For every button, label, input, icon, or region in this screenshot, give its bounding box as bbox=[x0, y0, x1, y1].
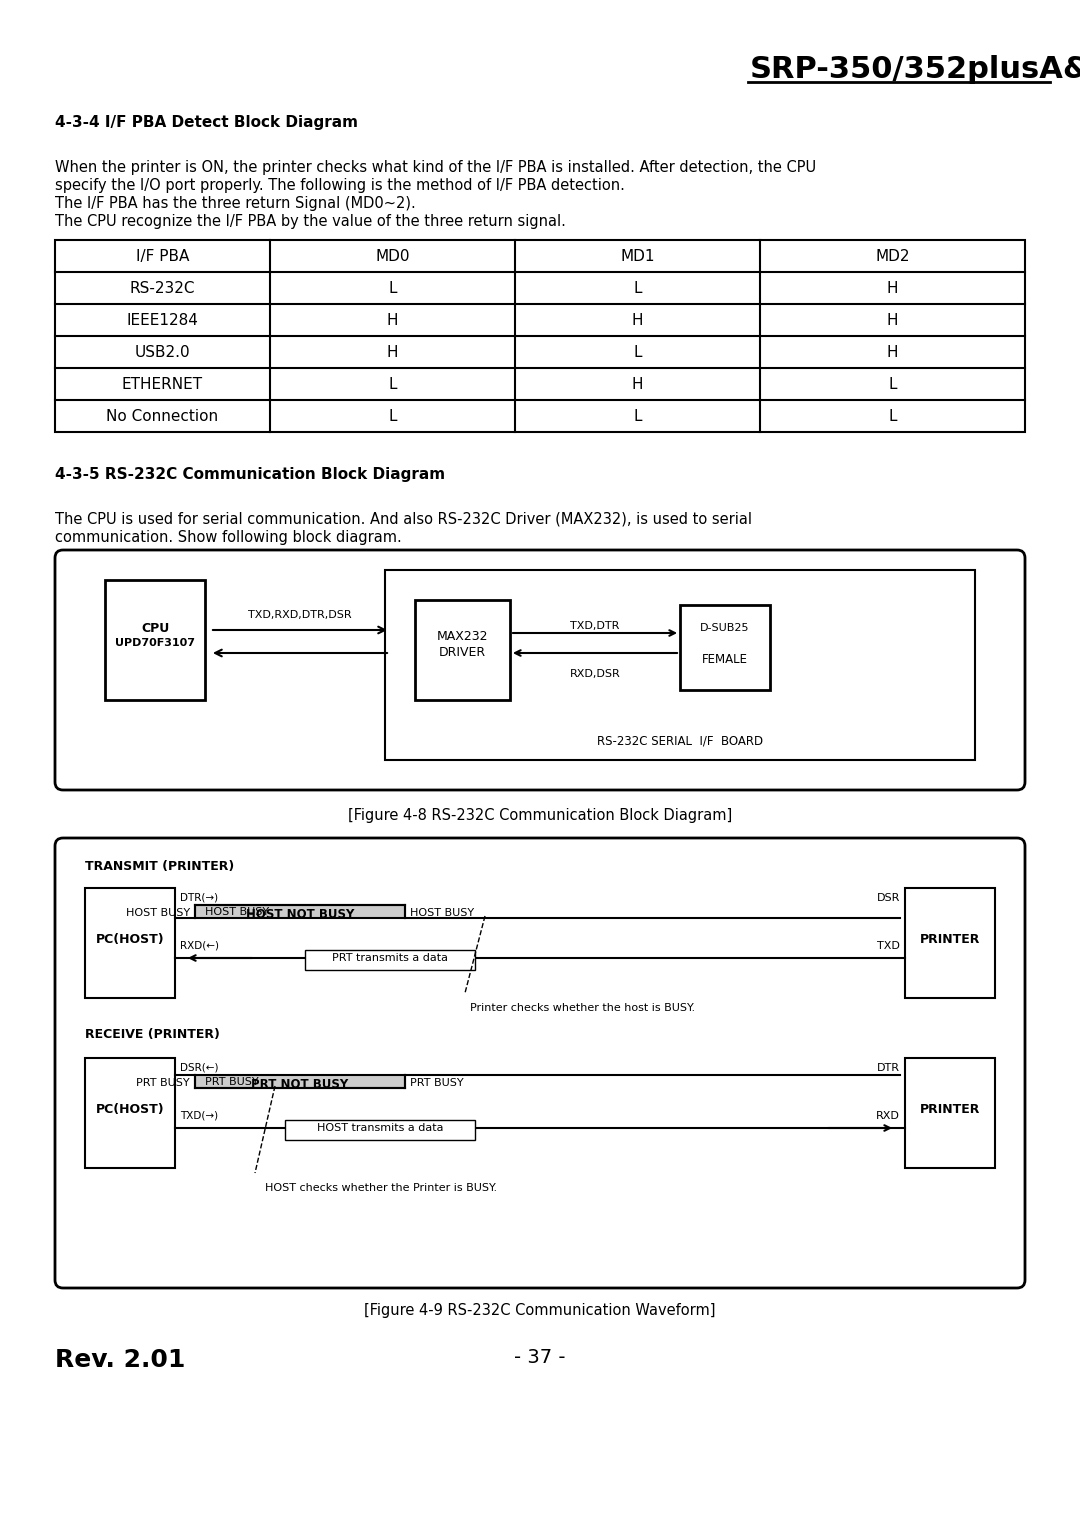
Text: MAX232: MAX232 bbox=[436, 631, 488, 643]
Text: DTR: DTR bbox=[877, 1063, 900, 1073]
Text: PC(HOST): PC(HOST) bbox=[96, 933, 164, 947]
Text: H: H bbox=[632, 313, 644, 328]
Text: HOST checks whether the Printer is BUSY.: HOST checks whether the Printer is BUSY. bbox=[265, 1183, 497, 1193]
Text: L: L bbox=[388, 409, 396, 425]
Text: [Figure 4-9 RS-232C Communication Waveform]: [Figure 4-9 RS-232C Communication Wavefo… bbox=[364, 1303, 716, 1318]
Text: RECEIVE (PRINTER): RECEIVE (PRINTER) bbox=[85, 1028, 220, 1041]
Text: No Connection: No Connection bbox=[107, 409, 218, 425]
Text: TXD,DTR: TXD,DTR bbox=[570, 621, 620, 631]
Text: H: H bbox=[887, 313, 899, 328]
Bar bbox=[415, 600, 510, 699]
Text: USB2.0: USB2.0 bbox=[135, 345, 190, 360]
Bar bbox=[905, 1058, 995, 1168]
Bar bbox=[85, 1058, 175, 1168]
Text: L: L bbox=[888, 377, 896, 392]
Text: PRINTER: PRINTER bbox=[920, 1102, 981, 1116]
Text: TXD,RXD,DTR,DSR: TXD,RXD,DTR,DSR bbox=[248, 609, 352, 620]
Bar bbox=[195, 906, 405, 918]
Text: MD0: MD0 bbox=[375, 249, 409, 264]
Text: L: L bbox=[633, 345, 642, 360]
Text: DTR(→): DTR(→) bbox=[180, 893, 218, 902]
Text: H: H bbox=[887, 281, 899, 296]
Bar bbox=[195, 1075, 405, 1089]
Text: [Figure 4-8 RS-232C Communication Block Diagram]: [Figure 4-8 RS-232C Communication Block … bbox=[348, 808, 732, 823]
Text: Rev. 2.01: Rev. 2.01 bbox=[55, 1348, 186, 1371]
Text: H: H bbox=[387, 313, 399, 328]
Bar bbox=[85, 889, 175, 999]
Text: RXD: RXD bbox=[876, 1112, 900, 1121]
Bar bbox=[305, 950, 475, 970]
Text: When the printer is ON, the printer checks what kind of the I/F PBA is installed: When the printer is ON, the printer chec… bbox=[55, 160, 816, 176]
Text: 4-3-5 RS-232C Communication Block Diagram: 4-3-5 RS-232C Communication Block Diagra… bbox=[55, 467, 445, 483]
Text: - 37 -: - 37 - bbox=[514, 1348, 566, 1367]
Text: RS-232C SERIAL  I/F  BOARD: RS-232C SERIAL I/F BOARD bbox=[597, 734, 764, 748]
Text: L: L bbox=[388, 377, 396, 392]
Text: PRT BUSY: PRT BUSY bbox=[136, 1078, 190, 1089]
Bar bbox=[905, 889, 995, 999]
Text: D-SUB25: D-SUB25 bbox=[700, 623, 750, 634]
Text: RXD,DSR: RXD,DSR bbox=[569, 669, 620, 680]
Text: MD2: MD2 bbox=[875, 249, 909, 264]
Text: TXD(→): TXD(→) bbox=[180, 1112, 218, 1121]
Text: DRIVER: DRIVER bbox=[438, 646, 486, 660]
Text: TRANSMIT (PRINTER): TRANSMIT (PRINTER) bbox=[85, 860, 234, 873]
Text: IEEE1284: IEEE1284 bbox=[126, 313, 199, 328]
Text: PRT transmits a data: PRT transmits a data bbox=[332, 953, 448, 964]
Text: L: L bbox=[633, 281, 642, 296]
Text: UPD70F3107: UPD70F3107 bbox=[114, 638, 195, 647]
Text: 4-3-4 I/F PBA Detect Block Diagram: 4-3-4 I/F PBA Detect Block Diagram bbox=[55, 115, 357, 130]
Text: PC(HOST): PC(HOST) bbox=[96, 1102, 164, 1116]
Text: MD1: MD1 bbox=[620, 249, 654, 264]
Bar bbox=[285, 1119, 475, 1141]
Text: CPU: CPU bbox=[140, 621, 170, 635]
Bar bbox=[195, 906, 405, 918]
Text: HOST BUSY: HOST BUSY bbox=[126, 909, 190, 918]
Text: specify the I/O port properly. The following is the method of I/F PBA detection.: specify the I/O port properly. The follo… bbox=[55, 179, 625, 192]
Text: PRT BUSY: PRT BUSY bbox=[205, 1077, 258, 1087]
Text: PRT NOT BUSY: PRT NOT BUSY bbox=[252, 1078, 349, 1090]
Text: communication. Show following block diagram.: communication. Show following block diag… bbox=[55, 530, 402, 545]
Text: RXD(←): RXD(←) bbox=[180, 941, 219, 951]
Text: The CPU recognize the I/F PBA by the value of the three return signal.: The CPU recognize the I/F PBA by the val… bbox=[55, 214, 566, 229]
Bar bbox=[680, 605, 770, 690]
Text: H: H bbox=[632, 377, 644, 392]
Text: H: H bbox=[387, 345, 399, 360]
Text: HOST BUSY: HOST BUSY bbox=[205, 907, 269, 918]
Text: L: L bbox=[888, 409, 896, 425]
Text: PRINTER: PRINTER bbox=[920, 933, 981, 947]
Text: HOST NOT BUSY: HOST NOT BUSY bbox=[246, 909, 354, 921]
Text: Printer checks whether the host is BUSY.: Printer checks whether the host is BUSY. bbox=[470, 1003, 696, 1012]
Text: TXD: TXD bbox=[877, 941, 900, 951]
Text: DSR: DSR bbox=[877, 893, 900, 902]
Bar bbox=[384, 570, 975, 760]
Bar bbox=[55, 240, 1025, 432]
Bar bbox=[105, 580, 205, 699]
Text: PRT BUSY: PRT BUSY bbox=[410, 1078, 463, 1089]
Text: SRP-350/352plusA&C: SRP-350/352plusA&C bbox=[750, 55, 1080, 84]
Text: FEMALE: FEMALE bbox=[702, 654, 748, 666]
Text: DSR(←): DSR(←) bbox=[180, 1063, 218, 1073]
Text: The I/F PBA has the three return Signal (MD0~2).: The I/F PBA has the three return Signal … bbox=[55, 195, 416, 211]
Text: I/F PBA: I/F PBA bbox=[136, 249, 189, 264]
Text: RS-232C: RS-232C bbox=[130, 281, 195, 296]
Text: L: L bbox=[633, 409, 642, 425]
Text: L: L bbox=[388, 281, 396, 296]
Text: The CPU is used for serial communication. And also RS-232C Driver (MAX232), is u: The CPU is used for serial communication… bbox=[55, 512, 752, 527]
Text: H: H bbox=[887, 345, 899, 360]
Text: HOST transmits a data: HOST transmits a data bbox=[316, 1122, 443, 1133]
Bar bbox=[195, 1075, 405, 1089]
Text: ETHERNET: ETHERNET bbox=[122, 377, 203, 392]
Text: HOST BUSY: HOST BUSY bbox=[410, 909, 474, 918]
